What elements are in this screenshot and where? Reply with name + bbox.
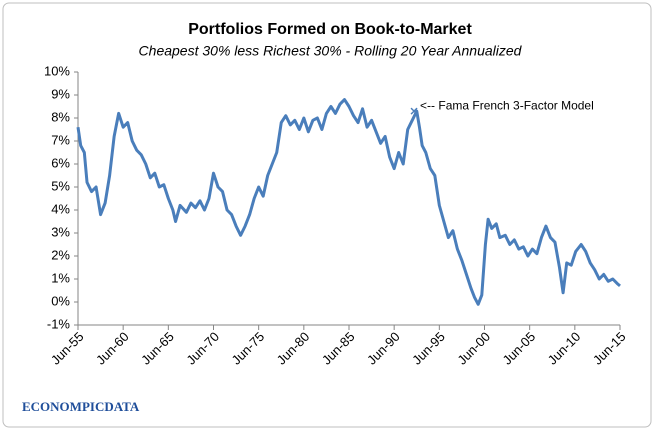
y-tick-label: 1% bbox=[51, 270, 70, 285]
y-tick-label: 6% bbox=[51, 155, 70, 170]
annotation-marker bbox=[410, 107, 418, 115]
chart-title: Portfolios Formed on Book-to-Market bbox=[188, 21, 472, 38]
y-tick-label: 4% bbox=[51, 201, 70, 216]
y-tick-label: 8% bbox=[51, 109, 70, 124]
y-tick-label: 5% bbox=[51, 178, 70, 193]
y-tick-label: 0% bbox=[51, 293, 70, 308]
y-tick-label: 10% bbox=[44, 63, 70, 78]
logo: ECONOMPICDATA bbox=[22, 399, 140, 414]
y-tick-label: 9% bbox=[51, 86, 70, 101]
chart-subtitle: Cheapest 30% less Richest 30% - Rolling … bbox=[139, 43, 523, 59]
y-tick-label: -1% bbox=[47, 316, 71, 331]
y-tick-label: 3% bbox=[51, 224, 70, 239]
y-tick-label: 2% bbox=[51, 247, 70, 262]
y-tick-label: 7% bbox=[51, 132, 70, 147]
chart-frame bbox=[2, 2, 652, 428]
line-series bbox=[76, 98, 621, 306]
annotation-text: <-- Fama French 3-Factor Model bbox=[420, 98, 594, 112]
